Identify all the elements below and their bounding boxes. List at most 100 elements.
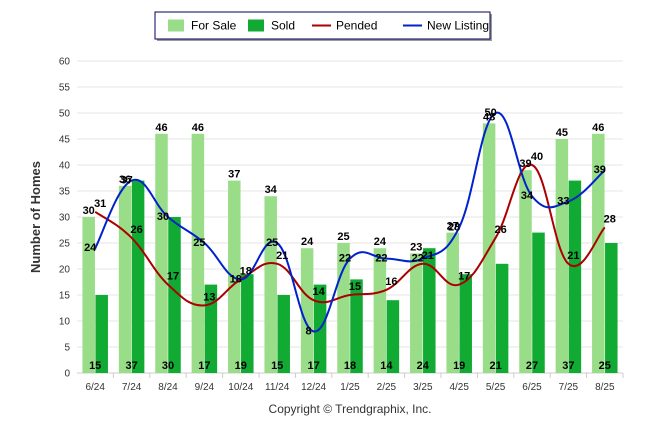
legend-label: For Sale (191, 19, 237, 33)
axes: 0 5 10 15 20 25 30 35 40 45 50 55 60 6/24 7/24 8/24 9/24… (59, 57, 624, 393)
bar-for-sale (373, 248, 387, 373)
x-tick-label: 10/24 (228, 382, 253, 393)
y-tick-label: 55 (59, 83, 71, 94)
y-tick-label: 50 (59, 109, 71, 120)
data-label-pended: 21 (422, 250, 434, 262)
data-label-for-sale: 39 (519, 158, 531, 170)
data-label-new-listing: 8 (306, 325, 312, 337)
data-label-new-listing: 37 (120, 175, 132, 187)
data-label-new-listing: 33 (557, 195, 569, 207)
data-label-sold: 15 (271, 360, 283, 372)
bar-sold (241, 274, 254, 373)
line-pended (94, 163, 606, 307)
data-label-for-sale: 24 (301, 236, 314, 248)
legend: For Sale Sold Pended New Listing (154, 11, 492, 41)
x-tick-label: 11/24 (265, 382, 290, 393)
y-tick-label: 35 (59, 187, 71, 198)
data-label-new-listing: 25 (266, 237, 278, 249)
data-label-sold: 37 (562, 360, 574, 372)
data-label-sold: 17 (198, 360, 210, 372)
x-tick-label: 8/25 (595, 382, 615, 393)
data-label-new-listing: 39 (594, 164, 606, 176)
grid (77, 60, 623, 374)
data-label-for-sale: 25 (337, 231, 349, 243)
data-label-sold: 19 (453, 360, 465, 372)
data-label-new-listing: 22 (412, 253, 424, 265)
bar-for-sale (155, 133, 168, 373)
data-label-pended: 21 (276, 250, 288, 262)
bar-for-sale (82, 217, 95, 373)
x-tick-label: 2/25 (377, 382, 397, 393)
bar-for-sale (519, 170, 532, 373)
data-label-new-listing: 24 (84, 242, 97, 254)
y-tick-label: 60 (59, 57, 71, 68)
bar-sold (423, 248, 436, 373)
lines (94, 111, 606, 333)
legend-label: New Listing (427, 19, 489, 33)
y-tick-label: 0 (64, 369, 70, 380)
legend-swatch (248, 19, 264, 32)
y-tick-label: 10 (59, 317, 71, 328)
data-label-pended: 21 (567, 250, 579, 262)
bar-for-sale (300, 248, 314, 373)
line-new-listing (94, 111, 606, 333)
bar-for-sale (446, 232, 459, 373)
y-tick-label: 30 (59, 213, 71, 224)
x-tick-label: 12/24 (301, 382, 326, 393)
bar-sold (350, 279, 363, 373)
x-tick-label: 6/24 (85, 382, 105, 393)
data-label-sold: 15 (89, 360, 101, 372)
data-label-pended: 17 (458, 271, 470, 283)
bar-sold (204, 284, 218, 373)
bar-for-sale (191, 133, 205, 373)
data-label-for-sale: 46 (155, 122, 167, 134)
x-tick-label: 6/25 (522, 382, 542, 393)
data-label-sold: 19 (235, 360, 247, 372)
data-label-new-listing: 30 (157, 211, 169, 223)
bar-sold (459, 274, 472, 373)
legend-label: Sold (271, 19, 295, 33)
legend-label: Pended (336, 19, 377, 33)
data-label-for-sale: 46 (592, 122, 604, 134)
x-tick-label: 1/25 (340, 382, 360, 393)
y-tick-label: 45 (59, 135, 71, 146)
data-label-pended: 26 (494, 224, 506, 236)
y-axis-title: Number of Homes (28, 161, 43, 273)
data-label-pended: 40 (531, 151, 543, 163)
data-label-new-listing: 25 (193, 237, 205, 249)
x-tick-label: 9/24 (195, 382, 215, 393)
x-tick-label: 7/24 (122, 382, 142, 393)
data-label-for-sale: 34 (265, 184, 278, 196)
data-label-sold: 14 (380, 360, 393, 372)
bar-for-sale (410, 253, 423, 373)
data-label-new-listing: 18 (230, 273, 242, 285)
data-labels: 30 36 46 46 37 34 24 25 24 23 27 48 39 45 46 15 37 30 17 19… (83, 107, 616, 372)
bar-sold (277, 295, 290, 373)
data-label-new-listing: 22 (339, 253, 351, 265)
bar-sold (95, 295, 108, 373)
bar-sold (532, 232, 545, 373)
data-label-pended: 31 (94, 198, 106, 210)
data-label-pended: 16 (385, 276, 397, 288)
data-label-new-listing: 34 (521, 190, 534, 202)
y-tick-label: 40 (59, 161, 71, 172)
data-label-for-sale: 46 (192, 122, 204, 134)
bar-for-sale (592, 133, 605, 373)
y-tick-label: 25 (59, 239, 71, 250)
x-tick-label: 3/25 (413, 382, 433, 393)
bar-sold (495, 263, 509, 373)
bar-for-sale (264, 196, 277, 373)
data-label-for-sale: 30 (83, 205, 95, 217)
data-label-for-sale: 23 (410, 241, 422, 253)
legend-swatch (168, 19, 184, 32)
y-tick-label: 15 (59, 291, 71, 302)
bar-for-sale (118, 185, 132, 373)
data-label-sold: 30 (162, 360, 174, 372)
x-tick-label: 4/25 (449, 382, 469, 393)
data-label-new-listing: 22 (375, 253, 387, 265)
bar-sold (131, 180, 145, 373)
data-label-sold: 27 (526, 360, 538, 372)
data-label-sold: 17 (307, 360, 319, 372)
data-label-new-listing: 28 (448, 221, 460, 233)
